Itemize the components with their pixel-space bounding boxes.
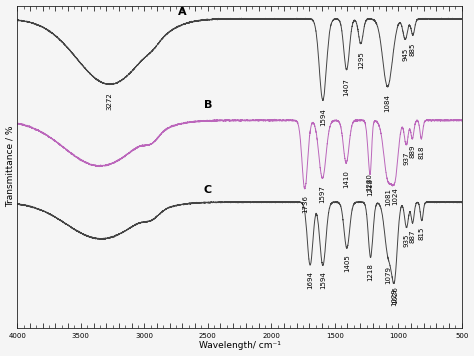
Text: A: A xyxy=(178,7,187,17)
Text: 1594: 1594 xyxy=(320,272,326,289)
X-axis label: Wavelength/ cm⁻¹: Wavelength/ cm⁻¹ xyxy=(199,341,281,350)
Text: 1026: 1026 xyxy=(392,286,398,304)
Text: C: C xyxy=(204,185,212,195)
Text: 1736: 1736 xyxy=(302,195,308,213)
Text: 889: 889 xyxy=(410,145,415,158)
Text: 1079: 1079 xyxy=(385,266,391,284)
Text: 1029: 1029 xyxy=(392,288,398,306)
Text: 1594: 1594 xyxy=(320,108,326,126)
Text: 935: 935 xyxy=(403,234,410,247)
Text: 1407: 1407 xyxy=(344,78,350,96)
Text: 945: 945 xyxy=(402,47,408,61)
Text: 937: 937 xyxy=(403,151,409,165)
Text: 815: 815 xyxy=(419,227,425,240)
Text: 887: 887 xyxy=(410,229,416,243)
Text: 1081: 1081 xyxy=(385,188,391,206)
Text: 1230: 1230 xyxy=(366,174,372,192)
Text: 885: 885 xyxy=(410,43,416,56)
Y-axis label: Transmittance / %: Transmittance / % xyxy=(6,126,15,208)
Text: 1597: 1597 xyxy=(319,185,326,203)
Text: 1410: 1410 xyxy=(343,170,349,188)
Text: 1405: 1405 xyxy=(344,254,350,272)
Text: B: B xyxy=(204,100,212,110)
Text: 1024: 1024 xyxy=(392,187,398,205)
Text: 1084: 1084 xyxy=(384,94,391,112)
Text: 3272: 3272 xyxy=(107,92,113,110)
Text: 818: 818 xyxy=(419,145,424,159)
Text: 1295: 1295 xyxy=(358,52,364,69)
Text: 1218: 1218 xyxy=(367,178,374,195)
Text: 1694: 1694 xyxy=(307,271,313,289)
Text: 1218: 1218 xyxy=(367,263,374,281)
